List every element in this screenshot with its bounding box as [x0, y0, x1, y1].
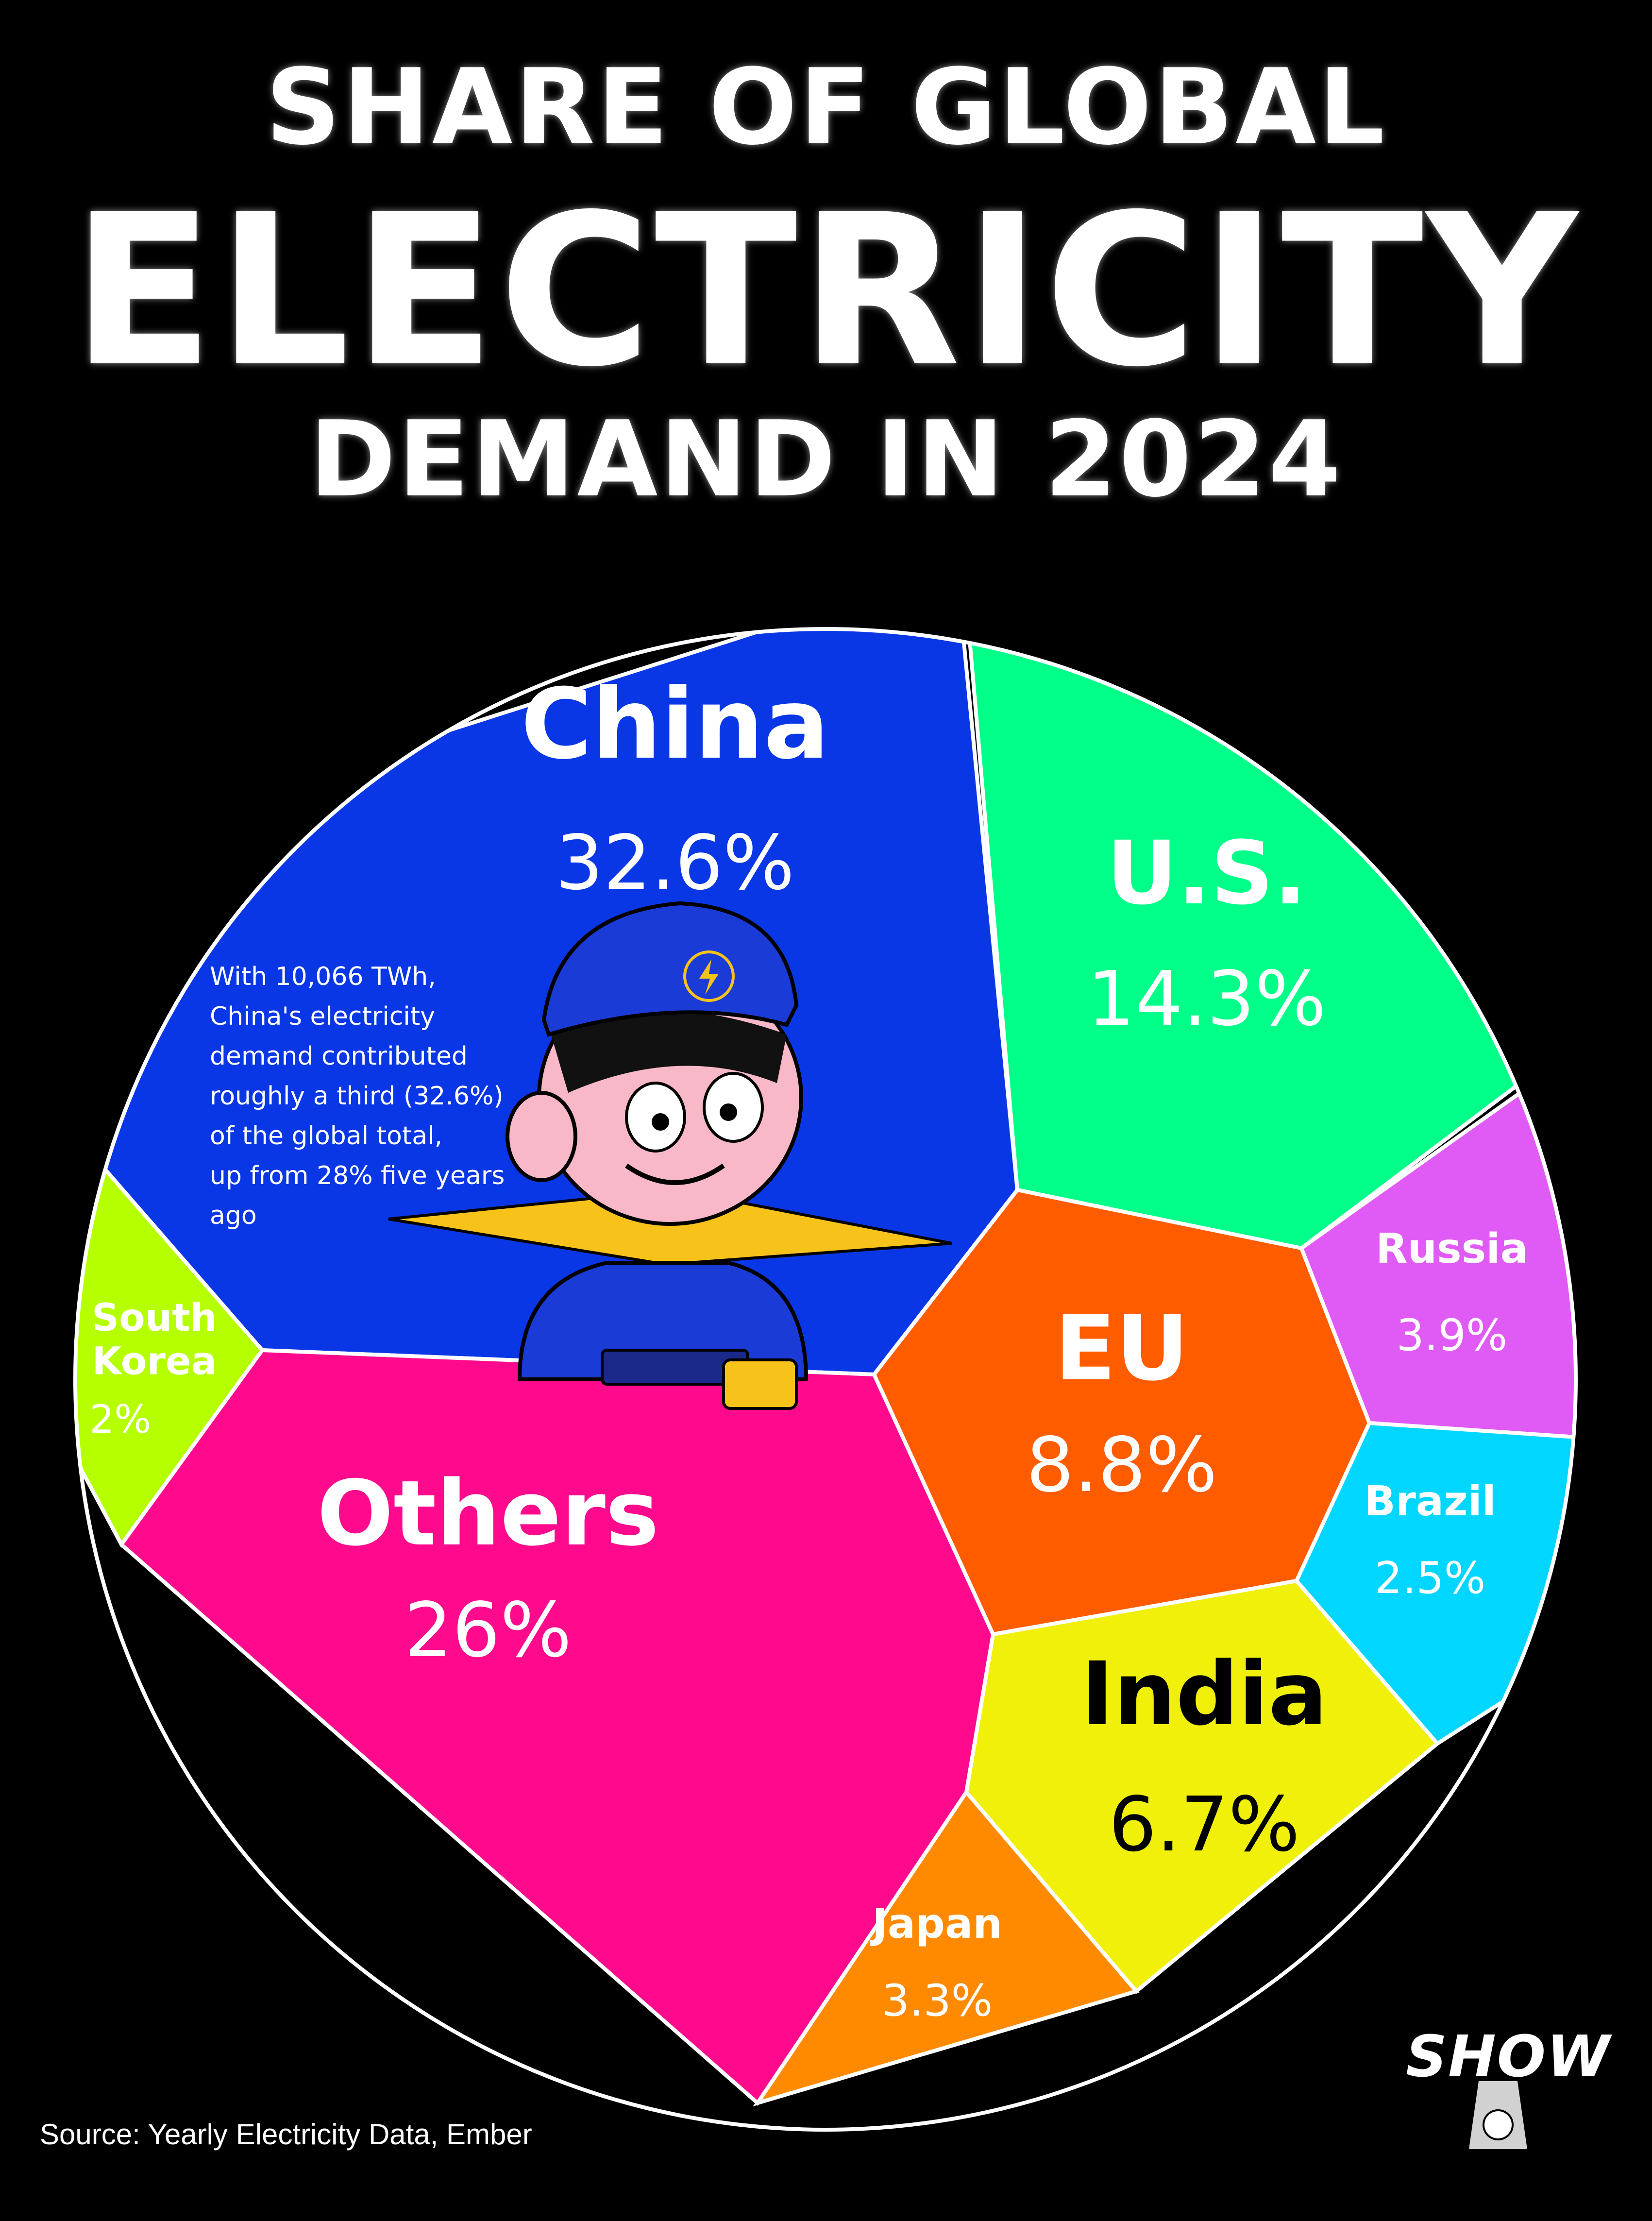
value-u-s-: 14.3%	[1087, 955, 1326, 1043]
label-japan: Japan	[870, 1900, 1002, 1948]
label-russia: Russia	[1376, 1225, 1528, 1273]
label-china: China	[521, 668, 829, 781]
worker-illustration	[388, 901, 952, 1410]
note-line: up from 28% five years ago	[210, 1161, 505, 1230]
value-brazil: 2.5%	[1375, 1553, 1486, 1604]
label-brazil: Brazil	[1364, 1477, 1496, 1526]
title-line-3: DEMAND IN 2024	[309, 398, 1343, 520]
note-line: roughly a third (32.6%)	[210, 1082, 504, 1111]
note-line: China's electricity	[210, 1002, 435, 1031]
china-annotation: With 10,066 TWh, China's electricity dem…	[210, 957, 550, 1236]
note-line: demand contributed	[210, 1042, 468, 1071]
value-russia: 3.9%	[1397, 1310, 1508, 1361]
label-u-s-: U.S.	[1107, 823, 1307, 924]
note-line: of the global total,	[210, 1121, 443, 1151]
label-eu: EU	[1055, 1296, 1189, 1401]
label-south-korea: South	[92, 1296, 217, 1340]
brand-logo: SHOW	[1406, 2023, 1611, 2149]
value-india: 6.7%	[1109, 1780, 1300, 1868]
note-line: With 10,066 TWh,	[210, 962, 436, 991]
title-line-1: SHARE OF GLOBAL	[265, 46, 1387, 168]
value-others: 26%	[405, 1586, 572, 1674]
title-line-2: ELECTRICITY	[71, 170, 1581, 413]
logo-text: SHOW	[1406, 2023, 1611, 2090]
value-japan: 3.3%	[882, 1975, 993, 2026]
value-china: 32.6%	[556, 819, 794, 907]
value-eu: 8.8%	[1026, 1421, 1217, 1509]
label-others: Others	[317, 1461, 659, 1566]
value-south-korea: 2%	[90, 1397, 152, 1442]
money-bag-icon	[1469, 2081, 1527, 2149]
label-india: India	[1081, 1644, 1327, 1745]
label-south-korea: Korea	[92, 1340, 217, 1384]
cell-south-korea	[75, 1122, 265, 1548]
source-note: Source: Yearly Electricity Data, Ember	[40, 2118, 532, 2151]
